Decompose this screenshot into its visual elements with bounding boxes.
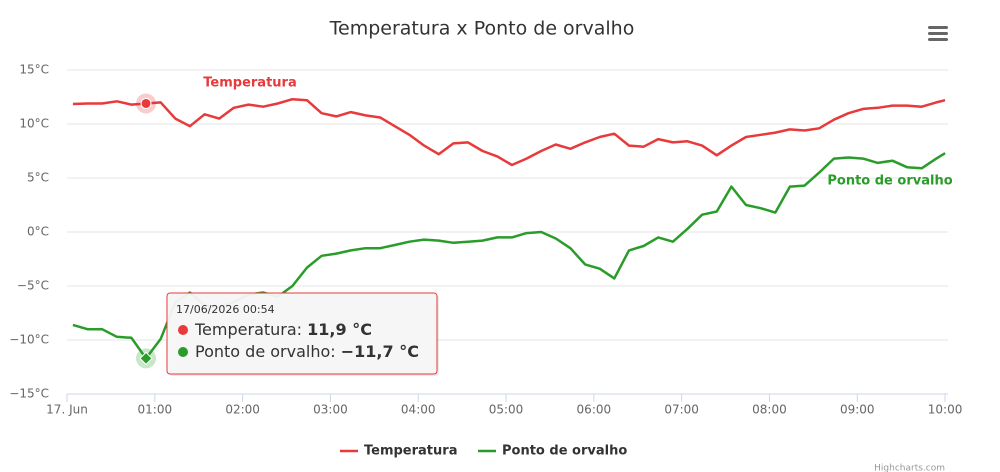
series-line: [72, 97, 946, 167]
x-tick-label: 04:00: [401, 403, 436, 417]
y-tick-label: −5°C: [17, 279, 49, 293]
y-tick-label: 0°C: [27, 225, 49, 239]
tooltip-header: 17/06/2026 00:54: [176, 303, 275, 316]
tooltip-box: [166, 292, 438, 375]
x-tick-label: 06:00: [577, 403, 612, 417]
tooltip-name: Temperatura:: [194, 320, 307, 339]
x-tick-label: 09:00: [840, 403, 875, 417]
x-tick-label: 07:00: [664, 403, 699, 417]
hover-marker: [140, 97, 152, 109]
tooltip-bullet: [178, 347, 188, 357]
x-tick-label: 01:00: [138, 403, 173, 417]
y-tick-label: −15°C: [9, 387, 49, 401]
y-tick-label: 5°C: [27, 171, 49, 185]
y-tick-label: 10°C: [19, 117, 49, 131]
legend-item[interactable]: Temperatura: [364, 444, 457, 459]
menu-button[interactable]: [928, 26, 948, 41]
x-tick-label: 03:00: [313, 403, 348, 417]
tooltip-value: −11,7 °C: [341, 342, 419, 361]
tooltip-name: Ponto de orvalho:: [195, 342, 341, 361]
x-tick-label: 08:00: [752, 403, 787, 417]
x-tick-label: 05:00: [489, 403, 524, 417]
tooltip-value: 11,9 °C: [307, 320, 372, 339]
tooltip: 17/06/2026 00:54 Temperatura: 11,9 °C Pont…: [166, 292, 439, 376]
y-tick-label: 15°C: [19, 63, 49, 77]
y-tick-label: −10°C: [9, 333, 49, 347]
tooltip-line: Temperatura: 11,9 °C: [194, 320, 372, 339]
series-label: Temperatura: [203, 76, 296, 91]
tooltip-line: Ponto de orvalho: −11,7 °C: [195, 342, 419, 361]
x-tick-label: 02:00: [225, 403, 260, 417]
legend-item[interactable]: Ponto de orvalho: [502, 444, 627, 459]
series-label: Ponto de orvalho: [827, 174, 952, 189]
x-tick-label: 17. Jun: [46, 403, 88, 417]
hover-marker: [139, 351, 153, 366]
chart-title: Temperatura x Ponto de orvalho: [329, 18, 635, 40]
credits[interactable]: Highcharts.com: [874, 464, 945, 472]
tooltip-bullet: [178, 325, 188, 335]
x-tick-label: 10:00: [928, 403, 963, 417]
